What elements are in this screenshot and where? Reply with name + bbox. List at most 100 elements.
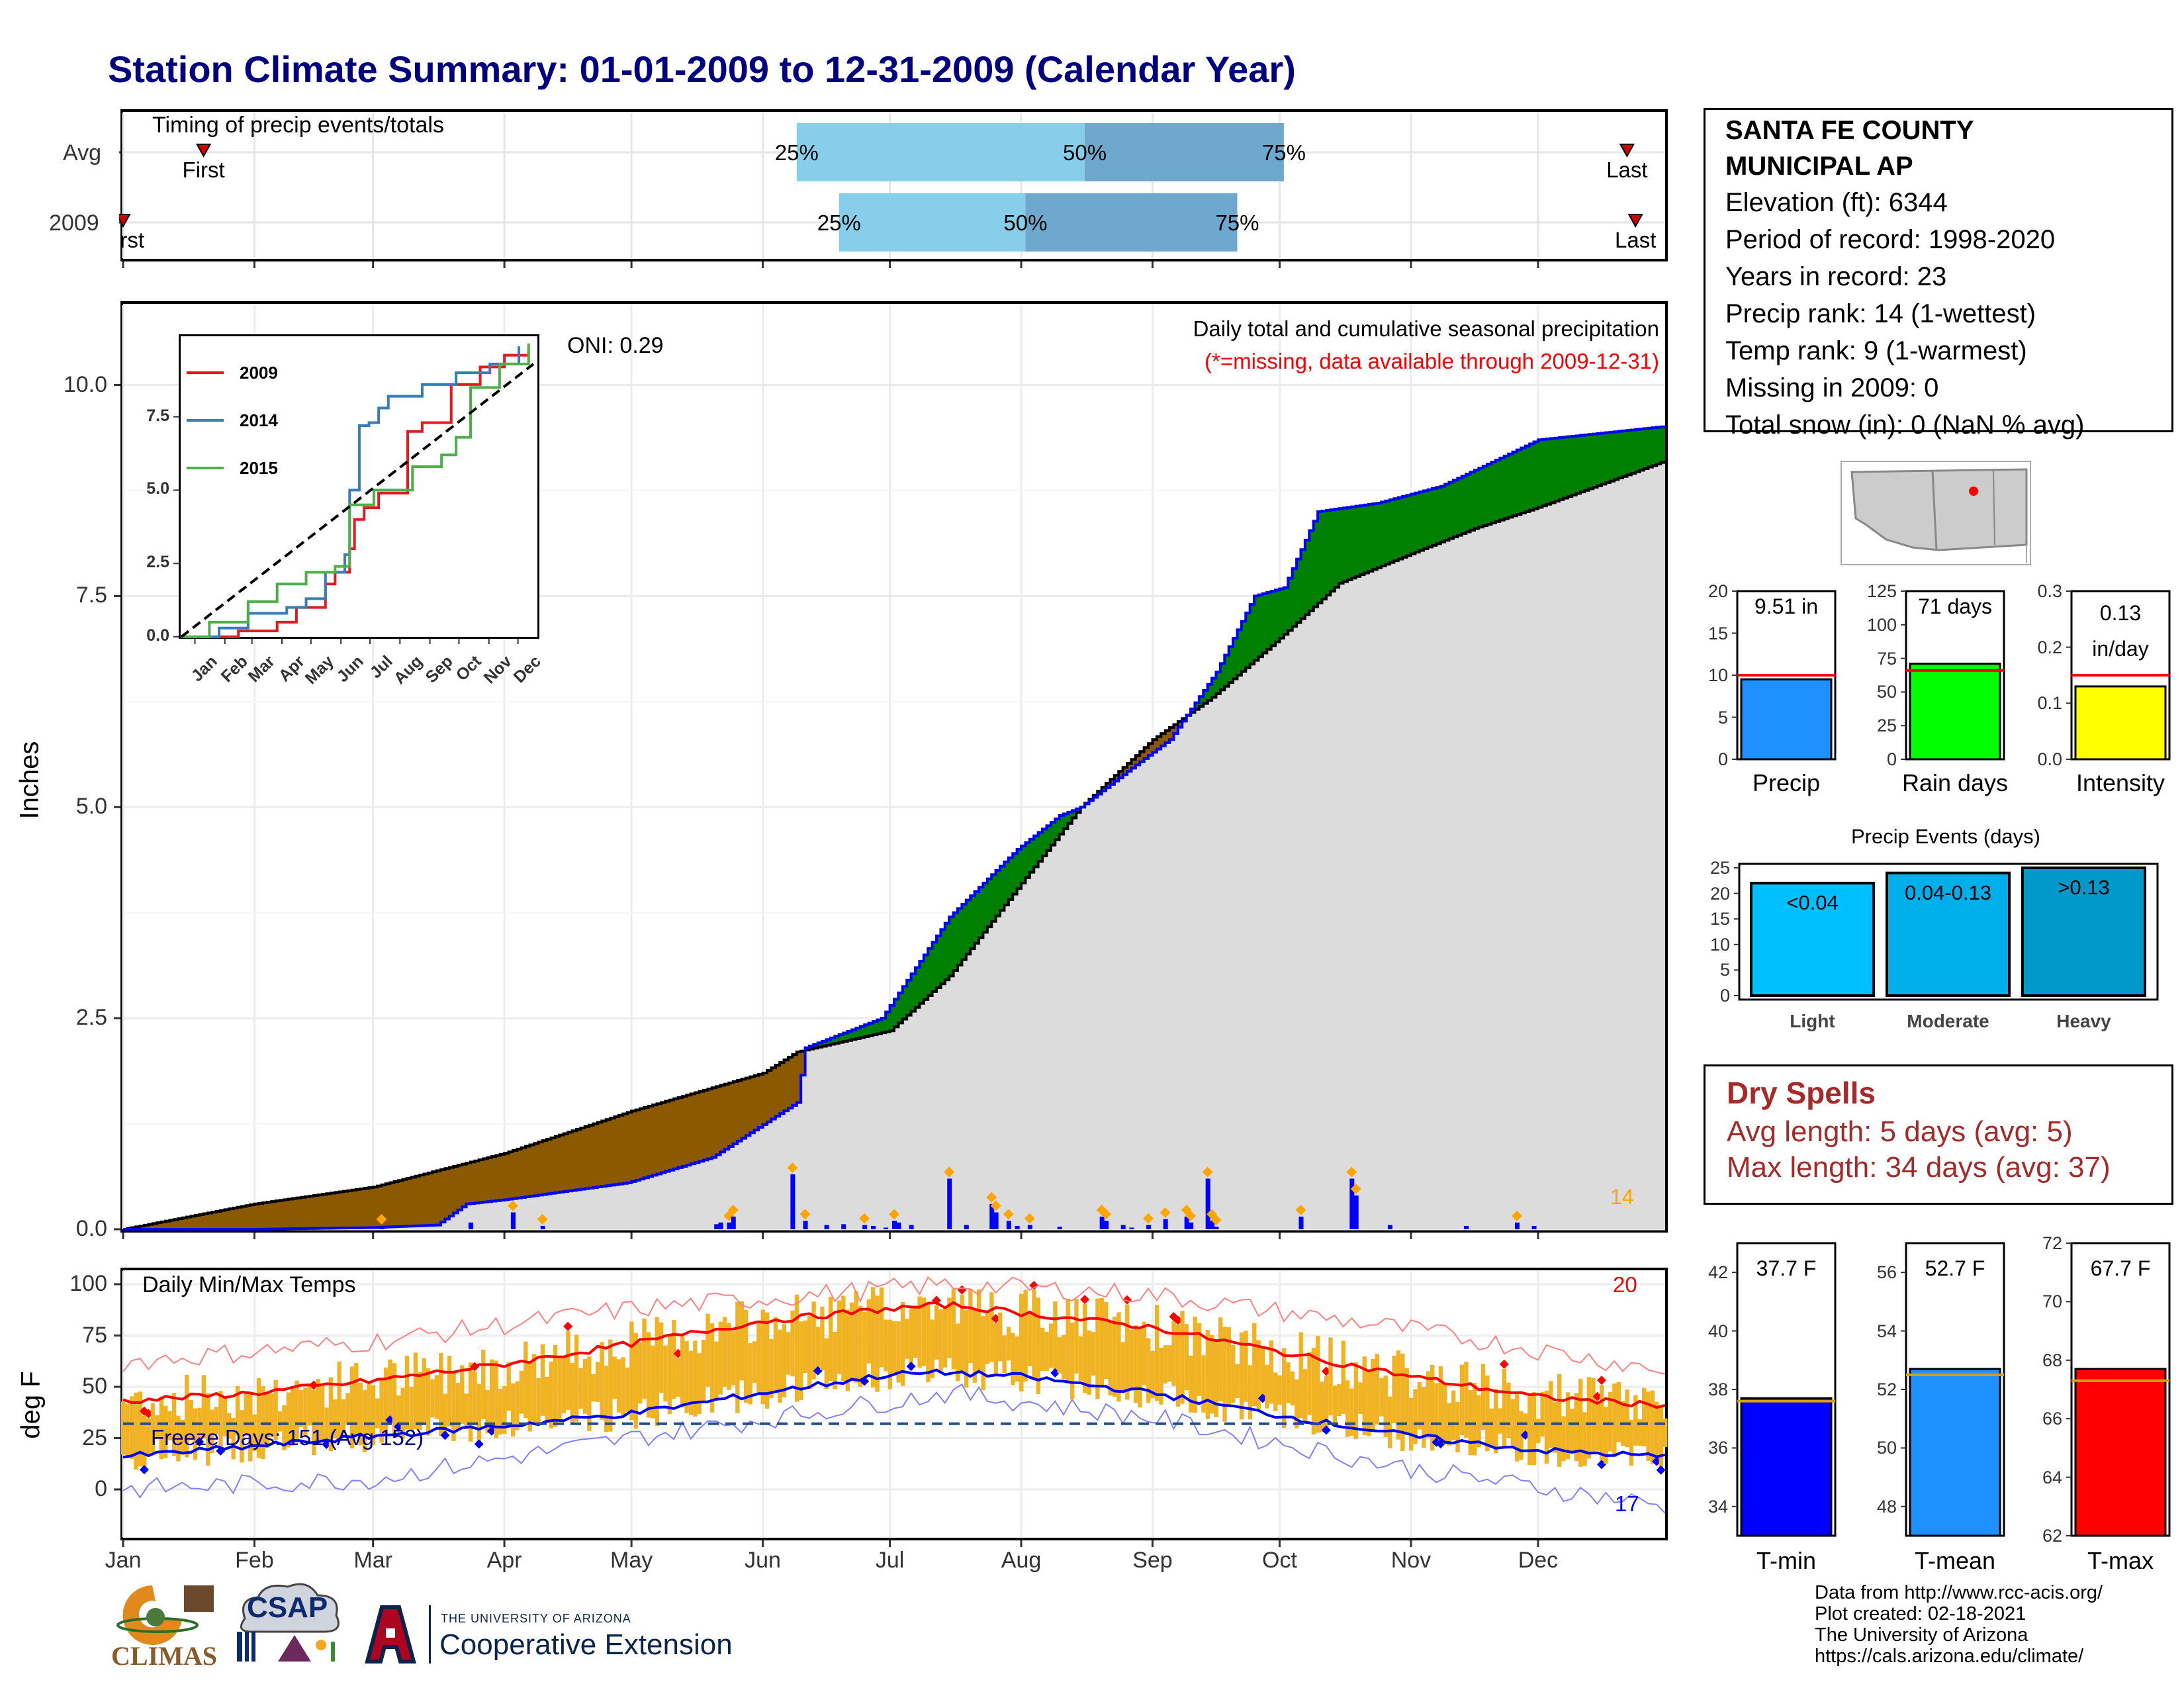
daily-temp-range-bar: [286, 1392, 291, 1448]
events-y-tick-label: 20: [1709, 883, 1730, 904]
daily-temp-range-bar: [1498, 1408, 1502, 1434]
daily-temp-range-bar: [807, 1316, 812, 1389]
daily-temp-range-bar: [1138, 1327, 1142, 1408]
daily-temp-range-bar: [375, 1398, 380, 1429]
daily-temp-range-bar: [1332, 1385, 1338, 1425]
daily-temp-range-bar: [171, 1393, 177, 1456]
daily-temp-range-bar: [642, 1318, 647, 1399]
temp-bar-name: T-min: [1756, 1547, 1816, 1574]
daily-temp-range-bar: [1404, 1368, 1409, 1436]
daily-precip-bar: [790, 1174, 796, 1229]
ua-logo-big-text: Cooperative Extension: [439, 1628, 733, 1661]
csap-logo: [237, 1583, 340, 1662]
temp-y-tick-label: 0: [95, 1476, 107, 1501]
daily-temp-range-bar: [875, 1295, 880, 1392]
daily-precip-bar: [1057, 1227, 1062, 1229]
daily-temp-range-bar: [989, 1292, 994, 1362]
events-category-label: Moderate: [1907, 1011, 1989, 1031]
timing-q50-label: 50%: [1063, 140, 1107, 165]
daily-temp-range-bar: [803, 1320, 807, 1374]
average-cumulative-line: [123, 461, 1666, 1231]
daily-temp-range-bar: [1464, 1362, 1469, 1438]
daily-temp-range-bar: [367, 1383, 371, 1435]
mini-precip-y-tick-label: 10: [1707, 665, 1728, 685]
daily-temp-range-bar: [1396, 1350, 1401, 1440]
daily-temp-range-bar: [1032, 1289, 1036, 1381]
station-precip-rank: Precip rank: 14 (1-wettest): [1725, 299, 2036, 328]
daily-temp-range-bar: [1663, 1418, 1668, 1447]
credits: Data from http://www.rcc-acis.org/ Plot …: [1815, 1582, 2103, 1667]
daily-temp-range-bar: [731, 1331, 736, 1385]
record-high-marker: [1596, 1376, 1606, 1385]
daily-temp-range-bar: [663, 1345, 668, 1402]
daily-temp-range-bar: [938, 1309, 943, 1372]
daily-temp-range-bar: [422, 1358, 426, 1425]
daily-temp-range-bar: [595, 1362, 600, 1403]
record-low-marker: [906, 1362, 916, 1372]
daily-temp-range-bar: [956, 1323, 960, 1382]
temp-y-tick-label: 100: [69, 1271, 107, 1296]
daily-temp-range-bar: [1489, 1408, 1494, 1448]
daily-temp-range-bar: [1582, 1412, 1587, 1466]
temp-t-mean-y-tick-label: 48: [1876, 1496, 1897, 1517]
daily-temp-range-bar: [134, 1392, 138, 1470]
temp-t-mean-bar: [1909, 1368, 2001, 1537]
temp-t-mean-y-tick-label: 54: [1876, 1321, 1897, 1341]
daily-temp-range-bar: [1392, 1355, 1396, 1424]
daily-temp-range-bar: [345, 1393, 350, 1425]
daily-temp-range-bar: [909, 1308, 914, 1367]
daily-temp-range-bar: [1514, 1391, 1520, 1462]
precip-event-marker: [1346, 1166, 1357, 1178]
daily-temp-range-bar: [1443, 1382, 1447, 1444]
daily-temp-range-bar: [1040, 1327, 1045, 1371]
daily-temp-range-bar: [1637, 1419, 1642, 1446]
precip-event-marker: [1350, 1183, 1361, 1194]
daily-precip-bar: [731, 1216, 736, 1229]
timing-last-marker: [1627, 214, 1643, 228]
daily-temp-range-bar: [947, 1297, 952, 1358]
timing-bar-q25-q50: [796, 123, 1085, 181]
daily-temp-range-bar: [578, 1368, 583, 1409]
x-month-label: Nov: [1390, 1548, 1432, 1573]
daily-temp-range-bar: [824, 1338, 829, 1389]
temp-title: Daily Min/Max Temps: [142, 1272, 356, 1297]
daily-temp-range-bar: [1184, 1324, 1189, 1391]
daily-temp-range-bar: [536, 1378, 541, 1423]
daily-temp-range-bar: [1159, 1347, 1163, 1405]
daily-temp-range-bar: [1298, 1332, 1303, 1419]
daily-temp-range-bar: [418, 1372, 422, 1430]
intensity-value-label: 0.13: [2099, 601, 2142, 625]
daily-temp-range-bar: [1120, 1342, 1126, 1393]
daily-precip-bar: [1214, 1227, 1219, 1229]
precip-count-label: 14: [1610, 1185, 1634, 1209]
mini-precip-bar: [1740, 678, 1833, 761]
daily-temp-range-bar: [383, 1368, 388, 1436]
daily-temp-range-bar: [1544, 1390, 1549, 1464]
daily-temp-range-bar: [1133, 1325, 1138, 1403]
daily-temp-range-bar: [1612, 1383, 1617, 1458]
daily-temp-range-bar: [884, 1319, 888, 1372]
station-missing: Missing in 2009: 0: [1725, 373, 1939, 402]
daily-temp-range-bar: [1535, 1419, 1541, 1444]
daily-temp-range-bar: [409, 1387, 414, 1430]
precip-event-marker: [1024, 1213, 1035, 1224]
inset-legend-label: 2014: [240, 410, 278, 430]
daily-temp-range-bar: [1273, 1372, 1278, 1411]
precip-event-marker: [787, 1162, 798, 1174]
daily-temp-range-bar: [404, 1356, 410, 1430]
daily-temp-range-bar: [905, 1319, 909, 1359]
daily-temp-range-bar: [1066, 1299, 1070, 1384]
daily-temp-range-bar: [1604, 1406, 1608, 1464]
daily-temp-range-bar: [964, 1310, 969, 1388]
daily-temp-range-bar: [1485, 1375, 1490, 1452]
daily-temp-range-bar: [858, 1305, 863, 1387]
daily-temp-range-bar: [968, 1288, 973, 1364]
daily-temp-range-bar: [227, 1413, 232, 1439]
daily-temp-range-bar: [608, 1339, 613, 1432]
precip-event-marker: [1511, 1210, 1522, 1221]
record-low-marker: [1656, 1465, 1666, 1475]
daily-temp-range-bar: [362, 1389, 367, 1452]
daily-temp-range-bar: [549, 1362, 553, 1429]
daily-temp-range-bar: [510, 1383, 516, 1437]
